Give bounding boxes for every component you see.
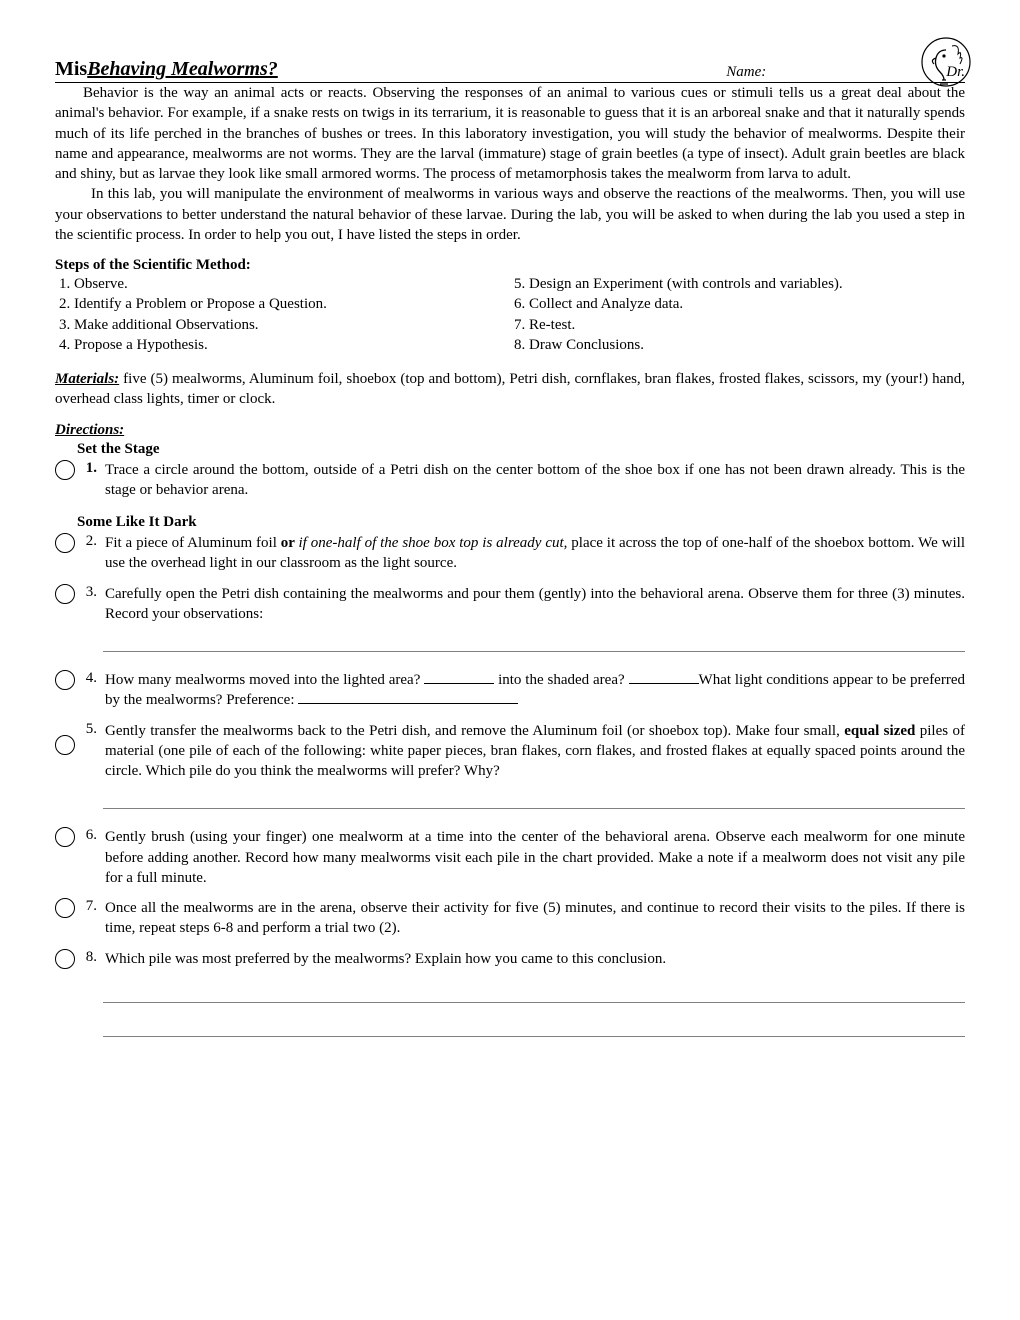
title-italic: Behaving Mealworms? <box>87 58 278 80</box>
item-text: Fit a piece of Aluminum foil or if one-h… <box>99 533 965 574</box>
instruction-8: 8. Which pile was most preferred by the … <box>55 949 965 969</box>
parrot-icon <box>920 36 972 88</box>
item-text: Which pile was most preferred by the mea… <box>99 949 965 969</box>
step-item: 7. Re-test. <box>514 315 965 335</box>
item-number: 1. <box>79 460 99 477</box>
item-number: 8. <box>79 949 99 966</box>
item-text: Once all the mealworms are in the arena,… <box>99 898 965 939</box>
instruction-2: 2. Fit a piece of Aluminum foil or if on… <box>55 533 965 574</box>
step-item: 4. Propose a Hypothesis. <box>59 335 514 355</box>
item-number: 6. <box>79 827 99 844</box>
checkpoint-bubble[interactable] <box>55 533 75 553</box>
page-title: MisBehaving Mealworms? <box>55 58 278 81</box>
instruction-5: 5. Gently transfer the mealworms back to… <box>55 721 965 782</box>
answer-line[interactable] <box>103 650 965 652</box>
item-text: Gently brush (using your finger) one mea… <box>99 827 965 888</box>
instruction-6: 6. Gently brush (using your finger) one … <box>55 827 965 888</box>
item-text: Carefully open the Petri dish containing… <box>99 584 965 625</box>
step-item: 6. Collect and Analyze data. <box>514 294 965 314</box>
materials-line: Materials: five (5) mealworms, Aluminum … <box>55 369 965 410</box>
directions-label: Directions: <box>55 422 124 438</box>
instruction-3: 3. Carefully open the Petri dish contain… <box>55 584 965 625</box>
item-text: Gently transfer the mealworms back to th… <box>99 721 965 782</box>
intro-paragraph-1: Behavior is the way an animal acts or re… <box>55 83 965 184</box>
materials-label: Materials: <box>55 371 119 387</box>
directions-heading: Directions: <box>55 422 965 439</box>
checkpoint-bubble[interactable] <box>55 735 75 755</box>
title-row: MisBehaving Mealworms? Name: Dr. <box>55 58 965 83</box>
answer-line[interactable] <box>103 807 965 809</box>
dark-heading: Some Like It Dark <box>77 514 965 531</box>
name-label: Name: <box>726 64 766 81</box>
instruction-1: 1. Trace a circle around the bottom, out… <box>55 460 965 501</box>
title-plain: Mis <box>55 58 87 80</box>
instruction-4: 4. How many mealworms moved into the lig… <box>55 670 965 711</box>
answer-line[interactable] <box>103 1001 965 1003</box>
item-number: 4. <box>79 670 99 687</box>
instruction-7: 7. Once all the mealworms are in the are… <box>55 898 965 939</box>
steps-columns: 1. Observe. 2. Identify a Problem or Pro… <box>55 274 965 355</box>
step-item: 3. Make additional Observations. <box>59 315 514 335</box>
item-number: 7. <box>79 898 99 915</box>
set-stage-heading: Set the Stage <box>77 441 965 458</box>
item-text: How many mealworms moved into the lighte… <box>99 670 965 711</box>
checkpoint-bubble[interactable] <box>55 584 75 604</box>
item-number: 2. <box>79 533 99 550</box>
steps-right: 5. Design an Experiment (with controls a… <box>514 274 965 355</box>
materials-text: five (5) mealworms, Aluminum foil, shoeb… <box>55 371 965 407</box>
checkpoint-bubble[interactable] <box>55 460 75 480</box>
item-number: 5. <box>79 721 99 738</box>
checkpoint-bubble[interactable] <box>55 949 75 969</box>
step-item: 5. Design an Experiment (with controls a… <box>514 274 965 294</box>
checkpoint-bubble[interactable] <box>55 898 75 918</box>
fill-blank[interactable] <box>298 691 518 704</box>
steps-left: 1. Observe. 2. Identify a Problem or Pro… <box>55 274 514 355</box>
fill-blank[interactable] <box>424 671 494 684</box>
fill-blank[interactable] <box>629 671 699 684</box>
step-item: 2. Identify a Problem or Propose a Quest… <box>59 294 514 314</box>
item-number: 3. <box>79 584 99 601</box>
intro-paragraph-2: In this lab, you will manipulate the env… <box>55 184 965 245</box>
item-text: Trace a circle around the bottom, outsid… <box>99 460 965 501</box>
worksheet-page: MisBehaving Mealworms? Name: Dr. Behavio… <box>0 0 1020 1077</box>
checkpoint-bubble[interactable] <box>55 670 75 690</box>
step-item: 1. Observe. <box>59 274 514 294</box>
steps-heading: Steps of the Scientific Method: <box>55 257 965 274</box>
step-item: 8. Draw Conclusions. <box>514 335 965 355</box>
checkpoint-bubble[interactable] <box>55 827 75 847</box>
answer-line[interactable] <box>103 1035 965 1037</box>
